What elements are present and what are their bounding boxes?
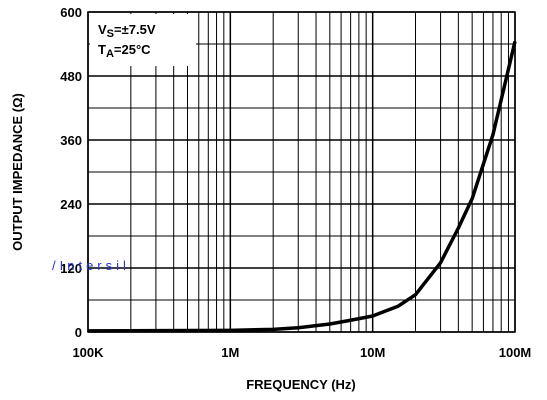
annotation: TA=25°C [98, 42, 151, 60]
watermark: /Intersil [52, 258, 130, 273]
y-axis-label: OUTPUT IMPEDANCE (Ω) [10, 93, 25, 251]
x-tick-label: 10M [360, 345, 385, 360]
y-tick-label: 120 [60, 261, 82, 276]
y-tick-label: 0 [75, 325, 82, 340]
y-tick-label: 480 [60, 69, 82, 84]
data-line [87, 40, 517, 333]
y-tick-label: 600 [60, 5, 82, 20]
x-axis-label: FREQUENCY (Hz) [246, 377, 356, 392]
annotation: VS=±7.5V [98, 22, 156, 40]
x-tick-label: 100M [499, 345, 532, 360]
x-tick-label: 100K [72, 345, 104, 360]
y-tick-label: 240 [60, 197, 82, 212]
annotation-box [90, 14, 196, 66]
plot-frame [87, 11, 516, 333]
y-tick-label: 360 [60, 133, 82, 148]
x-tick-label: 1M [221, 345, 239, 360]
